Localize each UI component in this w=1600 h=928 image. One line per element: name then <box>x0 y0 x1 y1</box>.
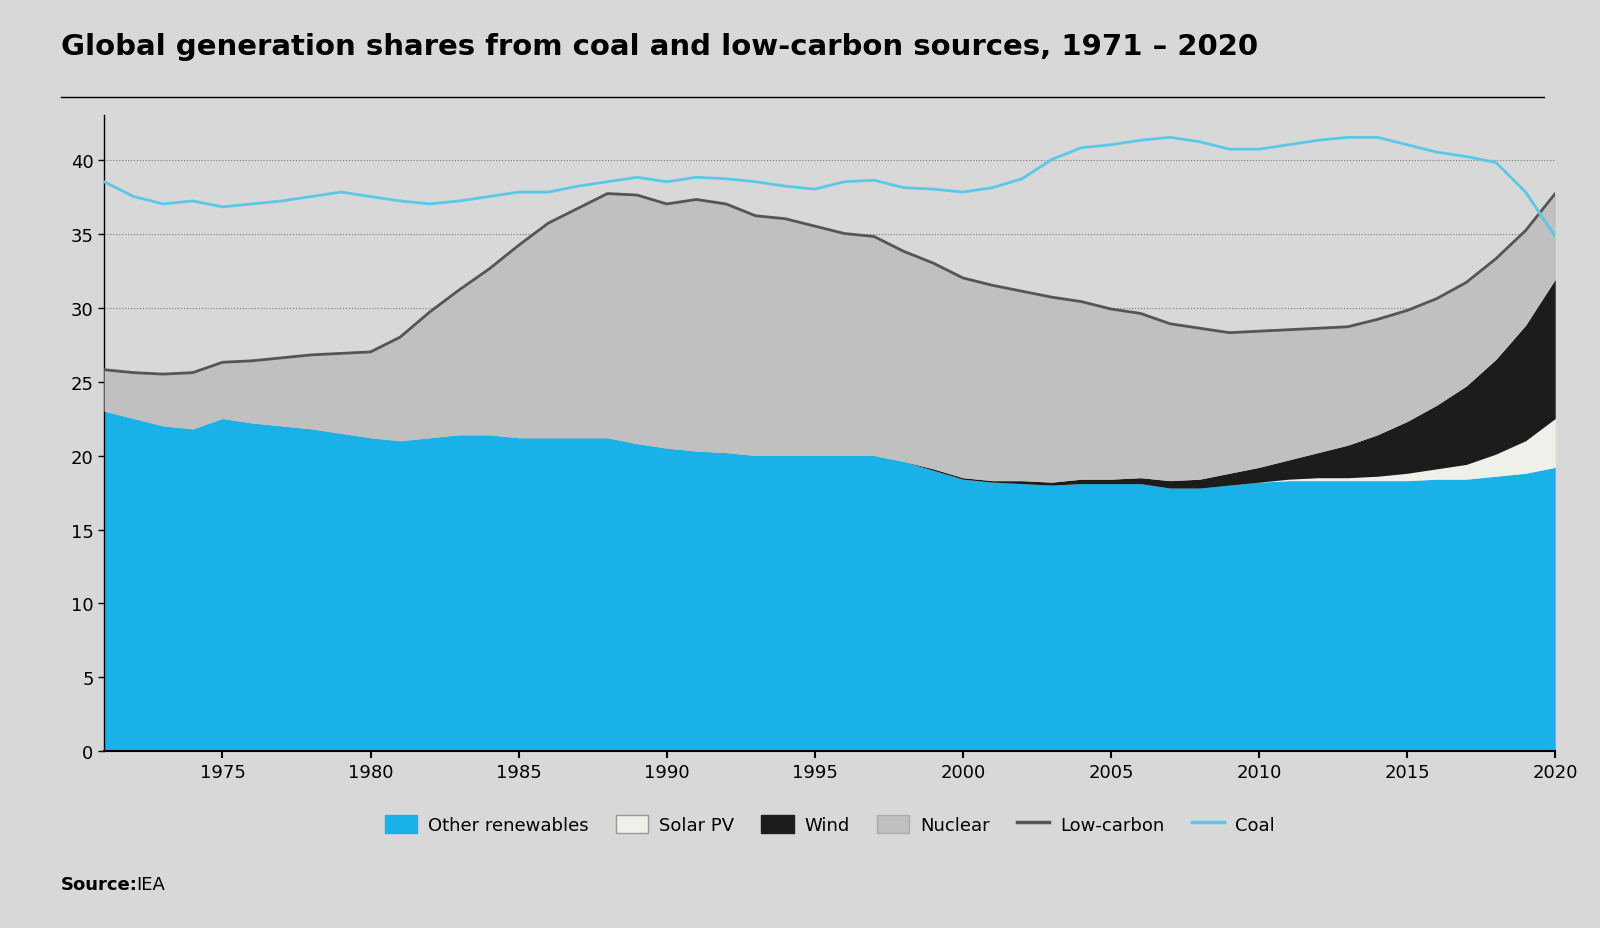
Text: IEA: IEA <box>136 875 165 893</box>
Legend: Other renewables, Solar PV, Wind, Nuclear, Low-carbon, Coal: Other renewables, Solar PV, Wind, Nuclea… <box>378 807 1282 841</box>
Text: Global generation shares from coal and low-carbon sources, 1971 – 2020: Global generation shares from coal and l… <box>61 32 1258 60</box>
Text: Source:: Source: <box>61 875 138 893</box>
